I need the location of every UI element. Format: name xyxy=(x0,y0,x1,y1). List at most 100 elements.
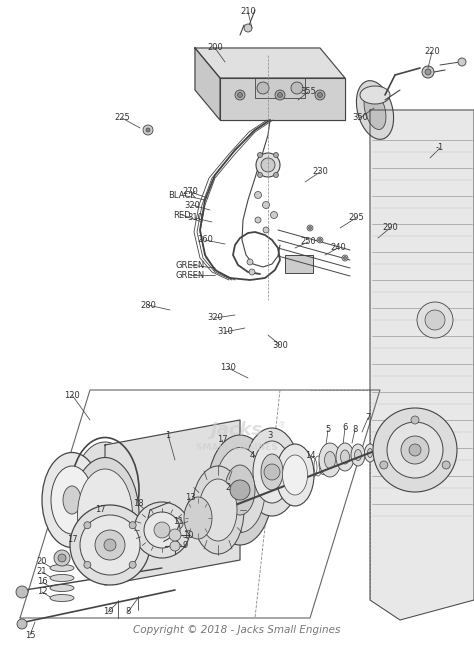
Ellipse shape xyxy=(184,497,212,539)
Circle shape xyxy=(409,444,421,456)
Text: 10: 10 xyxy=(183,531,193,540)
Ellipse shape xyxy=(192,466,244,554)
Text: 295: 295 xyxy=(348,213,364,222)
Circle shape xyxy=(17,619,27,629)
Circle shape xyxy=(263,227,269,233)
Text: 15: 15 xyxy=(25,631,35,640)
Text: 320: 320 xyxy=(207,314,223,323)
Circle shape xyxy=(257,172,263,178)
Text: 21: 21 xyxy=(37,568,47,577)
Circle shape xyxy=(315,90,325,100)
Circle shape xyxy=(271,211,277,218)
Circle shape xyxy=(373,408,457,492)
Circle shape xyxy=(146,128,150,132)
Text: 355: 355 xyxy=(300,87,316,97)
Ellipse shape xyxy=(215,448,265,533)
Circle shape xyxy=(80,515,140,575)
Text: 3: 3 xyxy=(267,430,273,439)
Ellipse shape xyxy=(225,465,255,515)
Circle shape xyxy=(257,152,263,157)
Ellipse shape xyxy=(351,444,365,466)
Circle shape xyxy=(143,125,153,135)
Text: 230: 230 xyxy=(312,167,328,176)
Ellipse shape xyxy=(355,450,362,461)
Ellipse shape xyxy=(167,518,183,530)
Circle shape xyxy=(380,461,388,469)
Circle shape xyxy=(95,530,125,560)
Text: 14: 14 xyxy=(305,450,315,459)
Text: 300: 300 xyxy=(272,340,288,349)
Circle shape xyxy=(244,24,252,32)
Circle shape xyxy=(255,192,262,198)
Circle shape xyxy=(442,461,450,469)
Circle shape xyxy=(247,259,253,265)
Circle shape xyxy=(104,539,116,551)
Ellipse shape xyxy=(325,452,336,469)
Text: 250: 250 xyxy=(300,238,316,246)
Circle shape xyxy=(129,522,136,529)
Circle shape xyxy=(291,82,303,94)
Circle shape xyxy=(54,550,70,566)
Circle shape xyxy=(58,554,66,562)
Ellipse shape xyxy=(63,486,81,514)
Ellipse shape xyxy=(199,479,237,541)
Text: 310: 310 xyxy=(217,327,233,336)
Text: 19: 19 xyxy=(103,608,113,616)
Ellipse shape xyxy=(365,444,375,462)
Ellipse shape xyxy=(253,441,291,503)
Text: 18: 18 xyxy=(133,500,143,509)
Text: 260: 260 xyxy=(197,235,213,244)
Text: 320: 320 xyxy=(184,200,200,209)
Circle shape xyxy=(275,90,285,100)
Circle shape xyxy=(70,505,150,585)
Circle shape xyxy=(307,225,313,231)
Text: 17: 17 xyxy=(67,535,77,544)
Ellipse shape xyxy=(356,80,393,139)
Circle shape xyxy=(84,522,91,529)
Ellipse shape xyxy=(42,452,102,548)
Circle shape xyxy=(235,90,245,100)
Ellipse shape xyxy=(50,564,74,572)
Text: 220: 220 xyxy=(424,47,440,56)
Circle shape xyxy=(317,237,323,243)
Circle shape xyxy=(387,422,443,478)
Text: 20: 20 xyxy=(37,557,47,566)
Text: 5: 5 xyxy=(325,426,331,435)
Circle shape xyxy=(249,269,255,275)
Text: Copyright © 2018 - Jacks Small Engines: Copyright © 2018 - Jacks Small Engines xyxy=(133,625,341,635)
Text: 240: 240 xyxy=(330,244,346,253)
Text: 11: 11 xyxy=(173,518,183,526)
Text: 16: 16 xyxy=(36,577,47,586)
Text: 1: 1 xyxy=(165,430,171,439)
Circle shape xyxy=(264,464,280,480)
Ellipse shape xyxy=(208,435,273,545)
Text: 12: 12 xyxy=(37,588,47,597)
Text: RED: RED xyxy=(173,211,191,220)
Circle shape xyxy=(263,202,270,209)
Circle shape xyxy=(411,416,419,424)
Text: 130: 130 xyxy=(220,364,236,373)
Circle shape xyxy=(309,227,311,229)
Text: 6: 6 xyxy=(342,424,348,432)
Text: 8: 8 xyxy=(125,608,131,616)
Text: 17: 17 xyxy=(95,505,105,515)
Ellipse shape xyxy=(245,428,300,516)
Ellipse shape xyxy=(50,575,74,581)
Ellipse shape xyxy=(283,455,308,495)
Ellipse shape xyxy=(78,469,133,561)
Circle shape xyxy=(261,158,275,172)
Circle shape xyxy=(144,512,180,548)
Text: 120: 120 xyxy=(64,391,80,400)
Text: 280: 280 xyxy=(140,301,156,310)
Text: -1: -1 xyxy=(436,143,444,152)
Circle shape xyxy=(425,310,445,330)
Ellipse shape xyxy=(50,584,74,592)
Circle shape xyxy=(425,69,431,75)
Circle shape xyxy=(129,561,136,568)
Text: 270: 270 xyxy=(182,187,198,196)
Text: 290: 290 xyxy=(382,224,398,233)
Ellipse shape xyxy=(71,457,139,572)
Text: 225: 225 xyxy=(114,113,130,122)
Ellipse shape xyxy=(367,448,373,457)
Circle shape xyxy=(16,586,28,598)
